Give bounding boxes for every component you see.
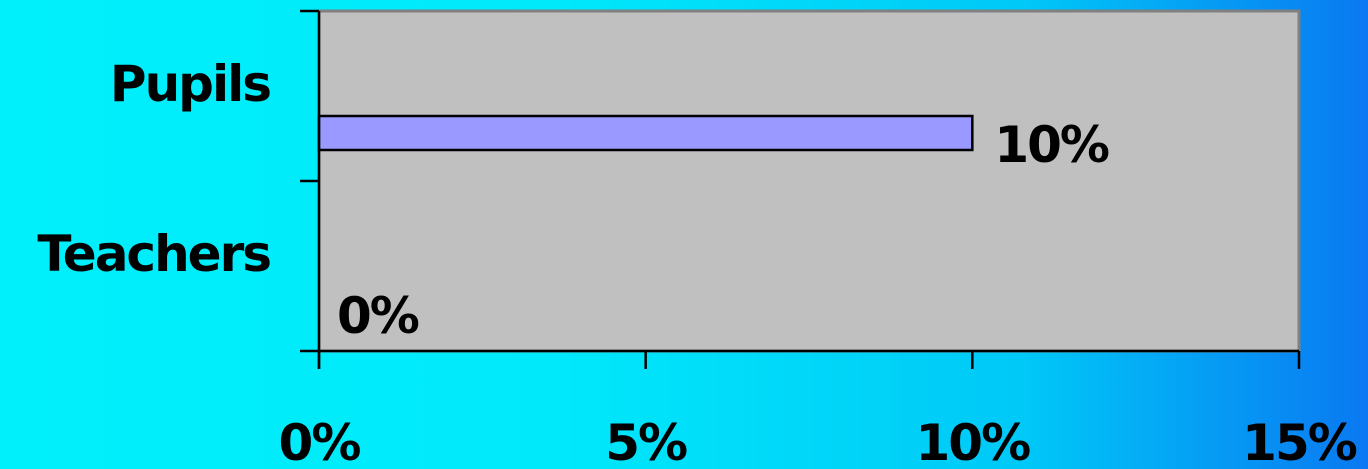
bar-pupils	[317, 114, 974, 152]
plot-area	[317, 9, 1301, 353]
category-label-pupils: Pupils	[110, 55, 270, 113]
data-label-pupils: 10%	[994, 116, 1109, 174]
x-tick-label: 15%	[1242, 414, 1357, 469]
x-tick-label: 0%	[279, 414, 361, 469]
x-tick-label: 10%	[915, 414, 1030, 469]
bars-group	[317, 114, 974, 152]
labels-group: Pupils 10% Teachers 0% 0% 5% 10% 15%	[37, 55, 1358, 469]
x-tick-label: 5%	[605, 414, 687, 469]
axes-group	[300, 9, 1301, 369]
data-label-teachers: 0%	[337, 287, 419, 345]
category-label-teachers: Teachers	[37, 225, 270, 283]
